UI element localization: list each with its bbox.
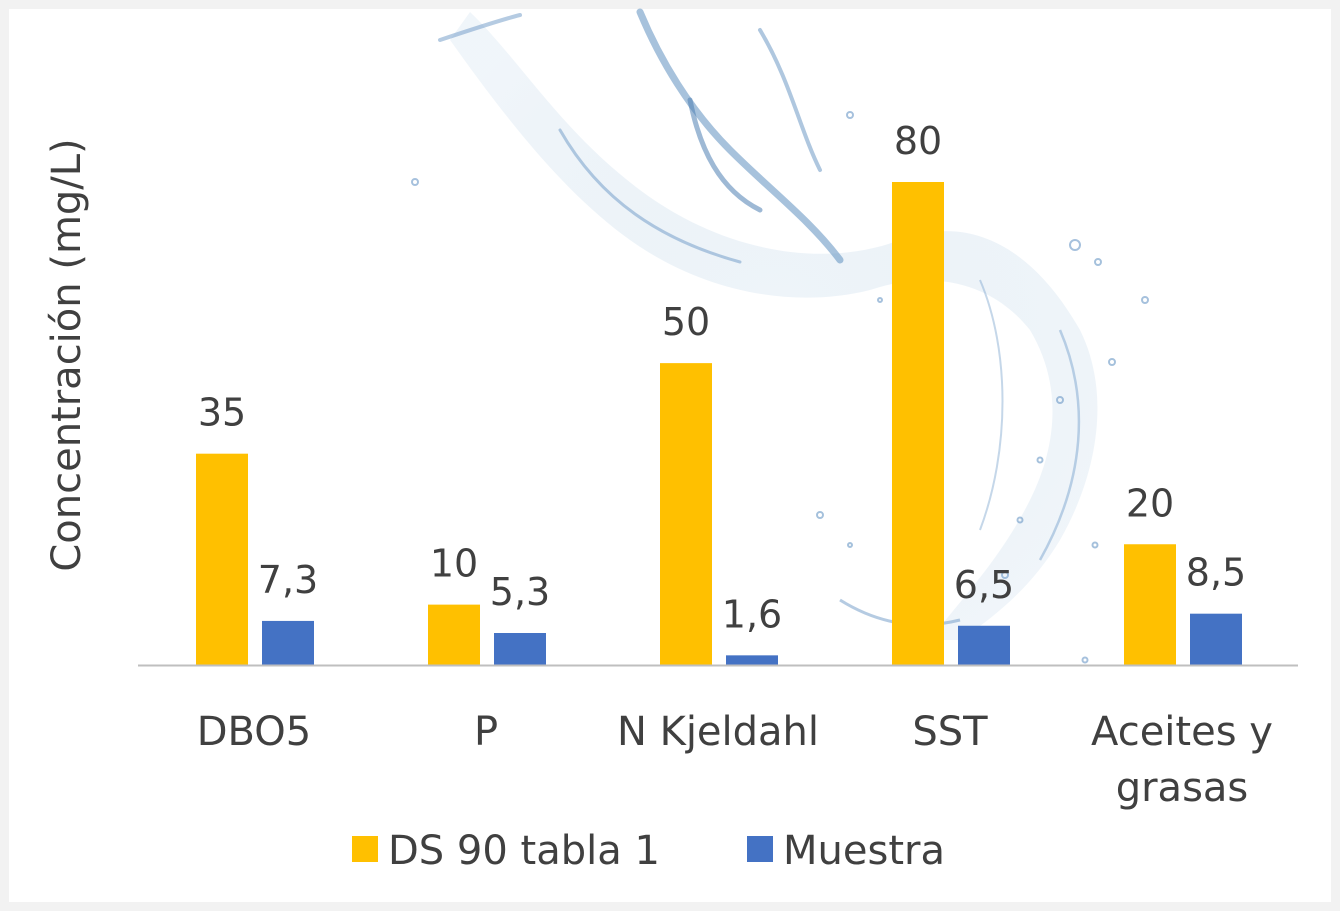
data-label-muestra-3: 6,5 xyxy=(954,563,1014,607)
category-label-4-line-0: Aceites y xyxy=(1091,709,1273,755)
bar-ds90-1 xyxy=(428,604,480,665)
data-label-muestra-2: 1,6 xyxy=(722,592,782,636)
bar-ds90-3 xyxy=(892,182,944,665)
data-label-ds90-2: 50 xyxy=(662,300,710,344)
bar-muestra-4 xyxy=(1190,613,1242,665)
category-label-1: P xyxy=(474,709,498,755)
data-label-muestra-1: 5,3 xyxy=(490,570,550,614)
category-label-2: N Kjeldahl xyxy=(617,709,819,755)
bar-muestra-0 xyxy=(262,620,314,665)
data-label-ds90-0: 35 xyxy=(198,391,246,435)
legend-swatch-ds90 xyxy=(352,836,378,862)
data-label-ds90-1: 10 xyxy=(430,542,478,586)
bar-muestra-3 xyxy=(958,625,1010,665)
bars-layer xyxy=(196,182,1242,665)
data-label-muestra-0: 7,3 xyxy=(258,558,318,602)
water-splash-decoration xyxy=(411,8,1149,664)
bar-muestra-1 xyxy=(494,633,546,665)
y-axis-label: Concentración (mg/L) xyxy=(44,138,90,571)
data-label-ds90-3: 80 xyxy=(894,119,942,163)
legend-swatch-muestra xyxy=(747,836,773,862)
legend-label-ds90: DS 90 tabla 1 xyxy=(388,828,660,874)
bar-ds90-4 xyxy=(1124,544,1176,665)
data-label-muestra-4: 8,5 xyxy=(1186,551,1246,595)
value-labels-layer: 35 7,3 10 5,3 50 1,6 80 6,5 20 8,5 xyxy=(198,119,1246,636)
category-labels-layer: DBO5 P N Kjeldahl SST Aceites y grasas xyxy=(197,709,1273,811)
legend-label-muestra: Muestra xyxy=(783,828,945,874)
bar-ds90-0 xyxy=(196,453,248,665)
bar-ds90-2 xyxy=(660,363,712,665)
bar-muestra-2 xyxy=(726,655,778,665)
category-label-4-line-1: grasas xyxy=(1116,765,1249,811)
legend: DS 90 tabla 1 Muestra xyxy=(352,828,945,874)
data-label-ds90-4: 20 xyxy=(1126,481,1174,525)
category-label-0: DBO5 xyxy=(197,709,311,755)
category-label-3: SST xyxy=(912,709,988,755)
